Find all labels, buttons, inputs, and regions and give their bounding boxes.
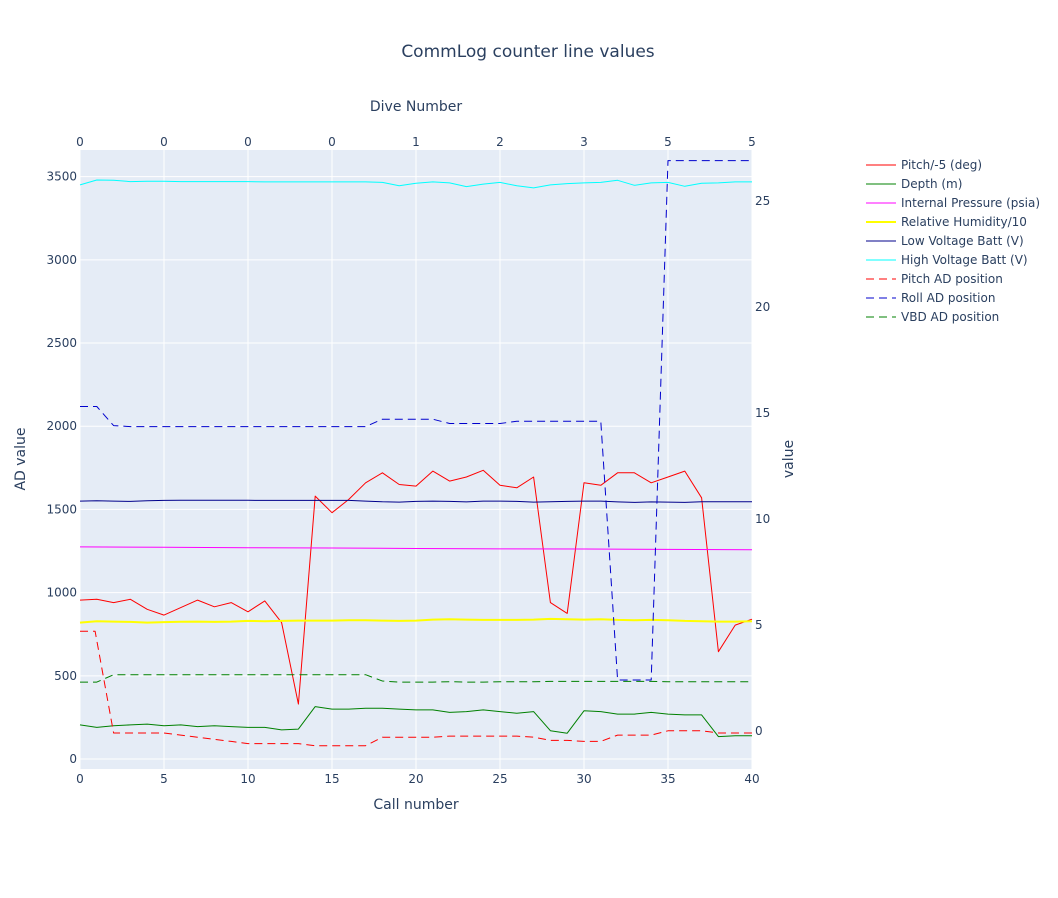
y-tick-label: 3500 (46, 170, 77, 184)
x-tick-label: 5 (160, 772, 168, 786)
x-tick-label: 20 (408, 772, 423, 786)
x-tick-label: 30 (576, 772, 591, 786)
y2-tick-label: 10 (755, 512, 770, 526)
y-axis-title: AD value (13, 427, 29, 490)
legend-label: Roll AD position (901, 291, 995, 305)
y-tick-label: 1000 (46, 586, 77, 600)
x2-tick-label: 0 (76, 135, 84, 149)
series-line-7 (80, 160, 752, 681)
x2-tick-label: 0 (244, 135, 252, 149)
y2-tick-label: 5 (755, 618, 763, 632)
y-tick-label: 1500 (46, 502, 77, 516)
legend-label: VBD AD position (901, 310, 999, 324)
y-tick-label: 500 (54, 669, 77, 683)
plot-series (79, 160, 753, 747)
x-axis-title: Call number (373, 797, 458, 813)
y-tick-label: 2500 (46, 336, 77, 350)
legend-label: High Voltage Batt (V) (901, 253, 1028, 267)
x2-tick-label: 0 (160, 135, 168, 149)
y2-tick-label: 20 (755, 300, 770, 314)
legend-label: Pitch/-5 (deg) (901, 158, 982, 172)
axes: 0 5 10 15 20 25 30 35 40050010001500200025003000… (46, 135, 770, 786)
x2-tick-label: 2 (496, 135, 504, 149)
grid (79, 150, 753, 769)
x2-axis-title: Dive Number (370, 99, 463, 115)
chart-title: CommLog counter line values (401, 42, 654, 62)
x2-tick-label: 3 (580, 135, 588, 149)
y-tick-label: 2000 (46, 419, 77, 433)
y2-tick-label: 25 (755, 194, 770, 208)
x2-tick-label: 1 (412, 135, 420, 149)
y-tick-label: 0 (69, 752, 77, 766)
series-line-5 (79, 179, 752, 189)
series-line-8 (80, 674, 752, 683)
legend-label: Depth (m) (901, 177, 962, 191)
x-tick-label: 0 (76, 772, 84, 786)
x2-tick-label: 0 (328, 135, 336, 149)
legend-label: Pitch AD position (901, 272, 1003, 286)
x2-tick-label: 5 (664, 135, 672, 149)
legend-label: Relative Humidity/10 (901, 215, 1027, 229)
y2-axis-title: value (781, 440, 797, 478)
legend-label: Low Voltage Batt (V) (901, 234, 1024, 248)
y-tick-label: 3000 (46, 253, 77, 267)
y2-tick-label: 15 (755, 406, 770, 420)
legend-label: Internal Pressure (psia) (901, 196, 1040, 210)
x-tick-label: 15 (324, 772, 339, 786)
series-line-2 (79, 546, 753, 551)
legend: Pitch/-5 (deg) Depth (m) Internal Pressure… (866, 158, 1040, 324)
x-tick-label: 35 (660, 772, 675, 786)
y2-tick-label: 0 (755, 724, 763, 738)
x2-tick-label: 5 (748, 135, 756, 149)
series-line-1 (79, 706, 752, 738)
series-line-3 (79, 617, 753, 624)
x-tick-label: 40 (744, 772, 759, 786)
x-tick-label: 25 (492, 772, 507, 786)
series-line-0 (79, 469, 753, 705)
series-line-6 (80, 630, 752, 747)
series-line-4 (79, 499, 752, 503)
x-tick-label: 10 (240, 772, 255, 786)
